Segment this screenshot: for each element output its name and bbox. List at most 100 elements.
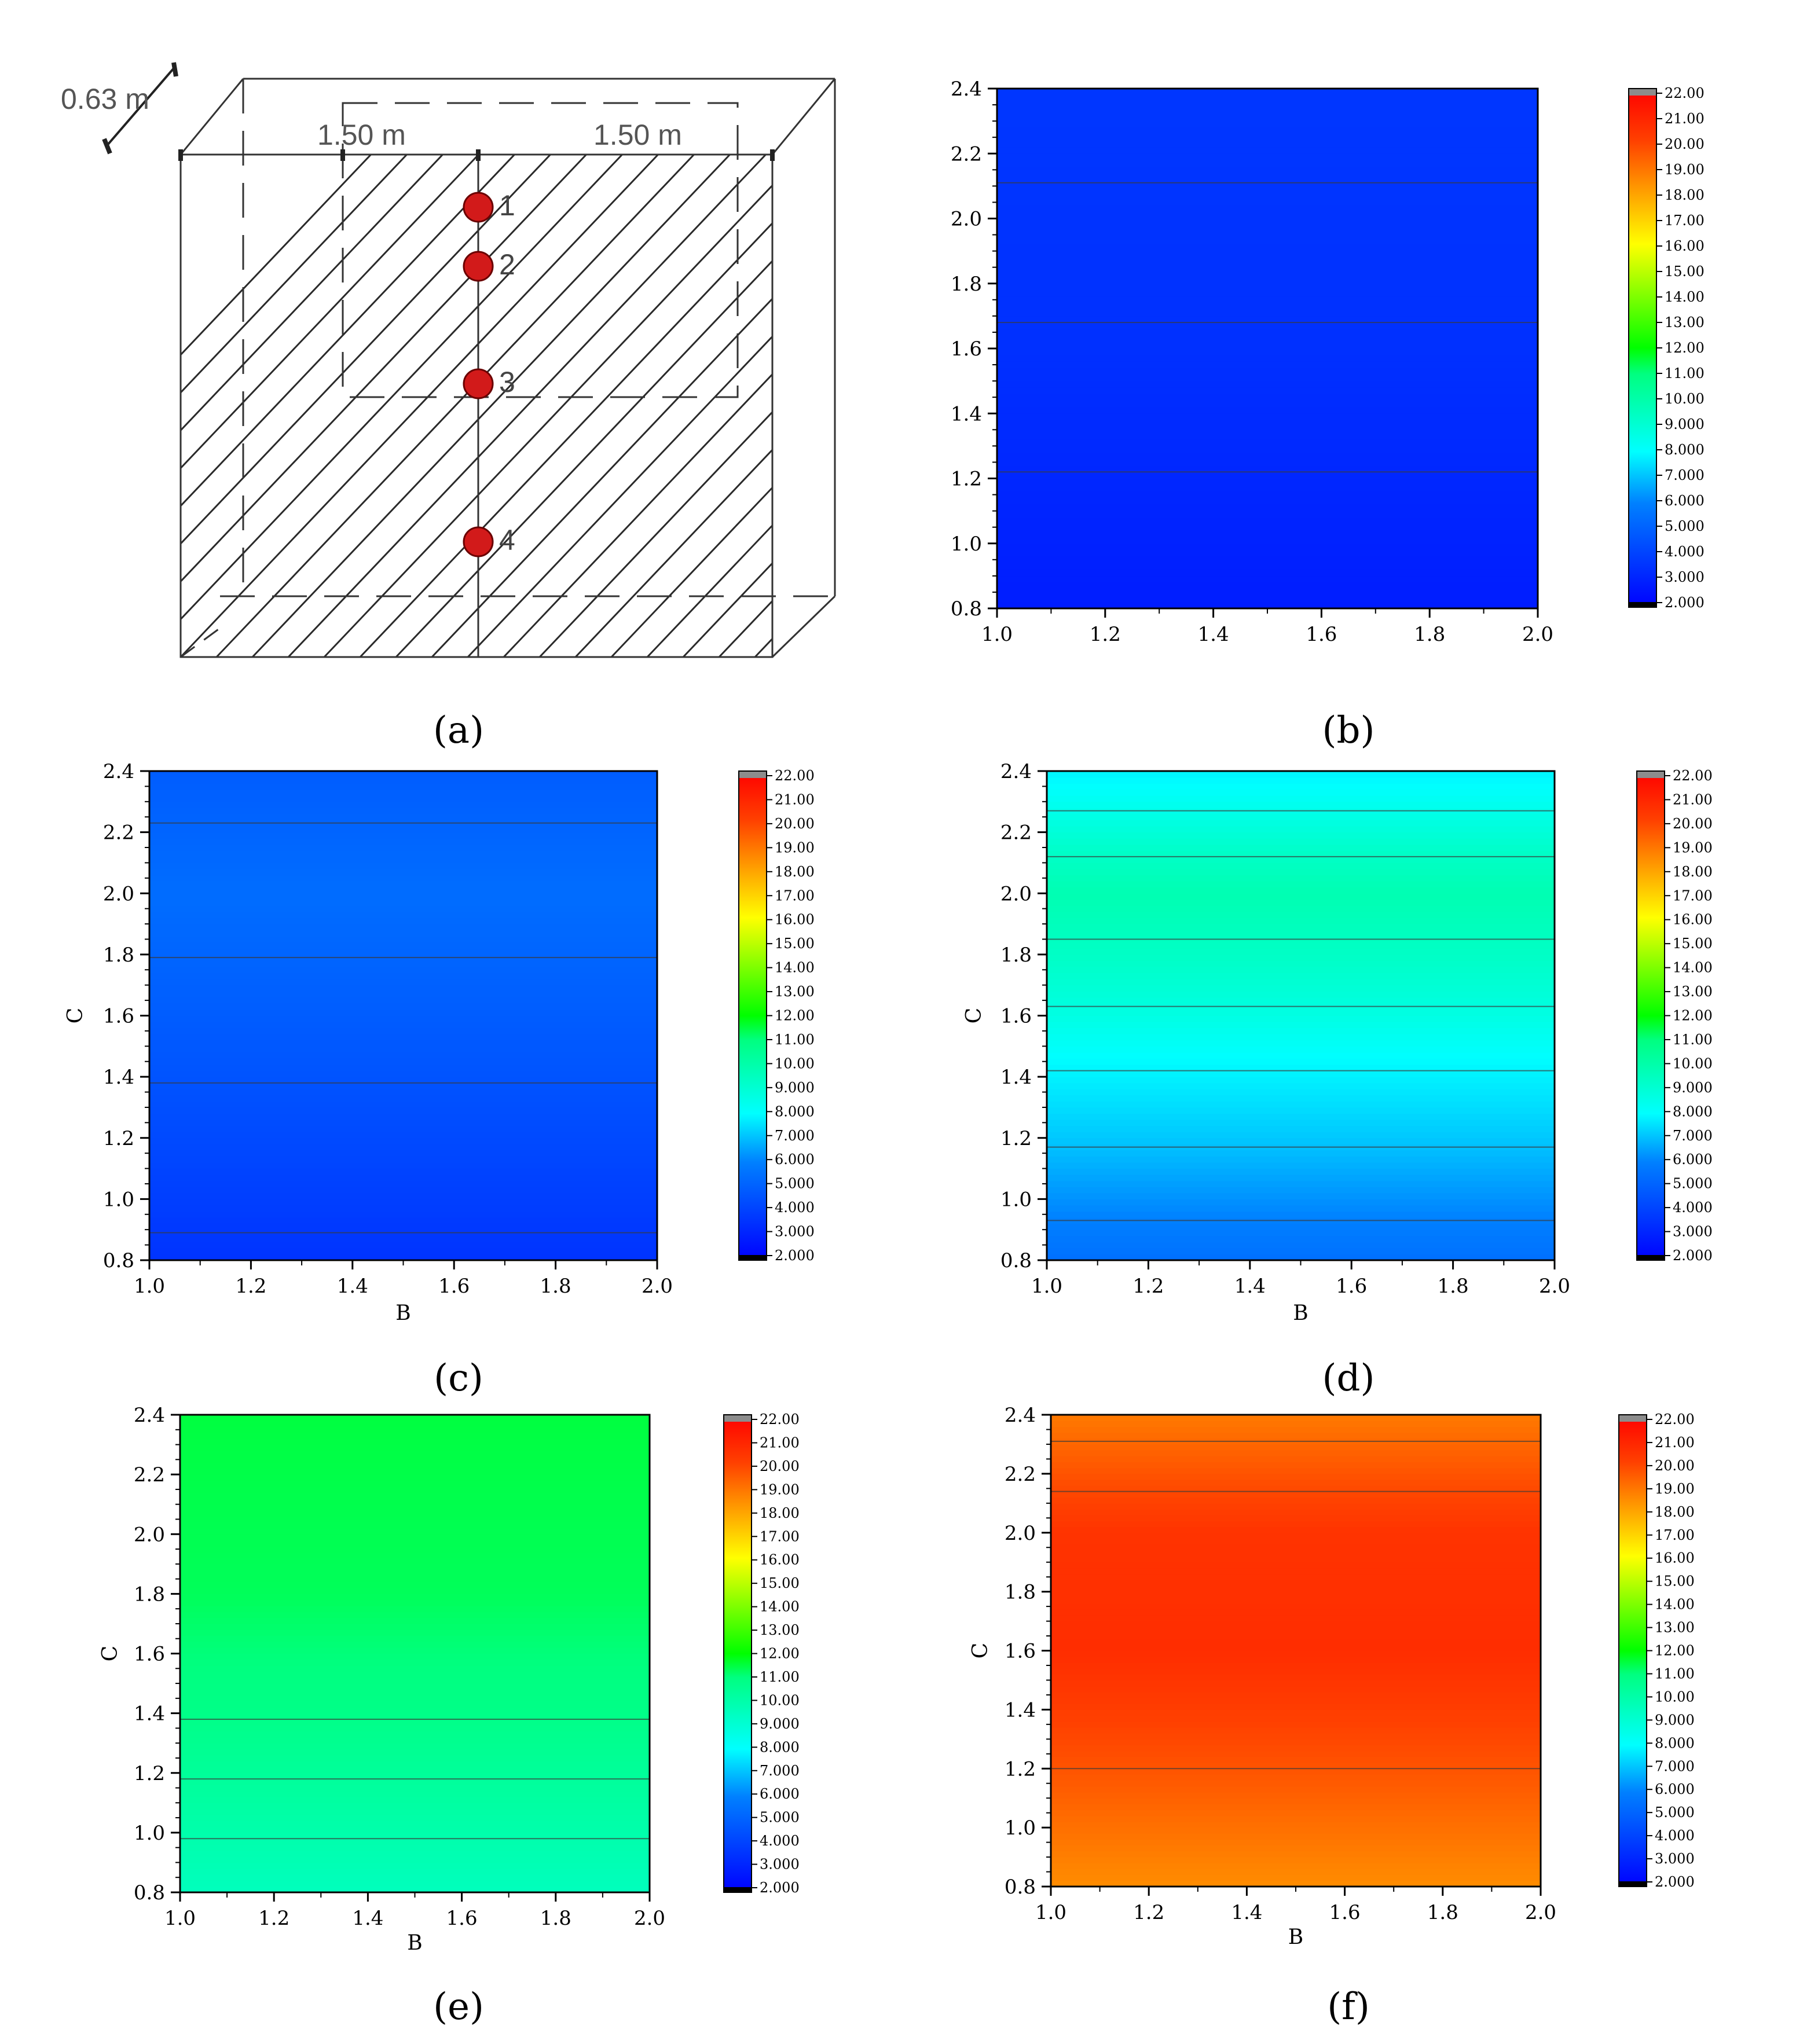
colorbar-tick-label: 12.00 — [1665, 340, 1705, 356]
colorbar-tick-label: 6.000 — [775, 1151, 815, 1168]
heatmap-cell — [180, 1701, 650, 1708]
x-tick-label: 1.6 — [438, 1275, 470, 1298]
x-tick-label: 1.4 — [1234, 1275, 1266, 1298]
heatmap-cell — [149, 1107, 657, 1114]
heatmap-cell — [1051, 1862, 1541, 1869]
y-tick-label: 2.2 — [134, 1463, 165, 1487]
heatmap-cell — [149, 880, 657, 888]
heatmap-cell — [149, 844, 657, 851]
heatmap-cell — [180, 1773, 650, 1779]
heatmap-cell — [1051, 1839, 1541, 1846]
heatmap-cell — [149, 1247, 657, 1254]
heatmap-cell — [997, 309, 1538, 317]
y-tick-label: 2.4 — [134, 1404, 165, 1427]
heatmap-cell — [1051, 1526, 1541, 1533]
heatmap-cell — [1051, 1597, 1541, 1604]
hatch-line — [538, 410, 772, 657]
heatmap-cell — [997, 465, 1538, 472]
heatmap-cell — [1051, 1491, 1541, 1498]
heatmap-cell — [149, 942, 657, 949]
heatmap-cell — [997, 426, 1538, 434]
heatmap-cell — [180, 1528, 650, 1535]
x-tick-label: 1.6 — [1329, 1901, 1361, 1924]
colorbar-tick-label: 7.000 — [1655, 1758, 1695, 1774]
colorbar-tick-label: 17.00 — [1655, 1527, 1695, 1543]
x-tick-label: 1.8 — [540, 1275, 571, 1298]
heatmap-cell — [1051, 1721, 1541, 1728]
heatmap-cell — [180, 1880, 650, 1887]
heatmap-cell — [1051, 1662, 1541, 1669]
heatmap-cell — [1047, 990, 1555, 998]
colorbar-tick-label: 15.00 — [775, 935, 815, 952]
heatmap-cell — [1051, 1503, 1541, 1510]
heatmap-cell — [1051, 1568, 1541, 1575]
heatmap-cell — [1047, 1064, 1555, 1071]
heatmap-cell — [149, 960, 657, 967]
colorbar-tick-label: 8.000 — [1665, 442, 1705, 458]
heatmap-cell — [180, 1653, 650, 1660]
heatmap-cell — [1047, 770, 1555, 778]
colorbar-tick-label: 5.000 — [1673, 1176, 1713, 1192]
heatmap-cell — [1051, 1874, 1541, 1881]
colorbar-over-cap — [739, 771, 767, 778]
colorbar-tick-label: 6.000 — [1673, 1151, 1713, 1168]
colorbar-under-cap — [724, 1887, 752, 1892]
heatmap-cell — [1051, 1532, 1541, 1539]
y-tick-label: 1.4 — [1005, 1698, 1036, 1722]
heatmap-cell — [1051, 1449, 1541, 1456]
heatmap-cell — [180, 1707, 650, 1714]
heatmap-cell — [997, 491, 1538, 498]
heatmap-cell — [997, 354, 1538, 362]
heatmap-cell — [180, 1850, 650, 1857]
heatmap-cell — [1047, 1162, 1555, 1169]
heatmap-cell — [149, 1015, 657, 1022]
point-4-label: 4 — [499, 524, 515, 556]
heatmap-cell — [180, 1456, 650, 1463]
heatmap-cell — [149, 1045, 657, 1053]
heatmap-cell — [1047, 1192, 1555, 1199]
hatch-line — [181, 155, 552, 545]
colorbar-tick-label: 12.00 — [775, 1008, 815, 1024]
colorbar-tick-label: 22.00 — [1665, 85, 1705, 101]
heatmap-cell — [180, 1498, 650, 1505]
heatmap-cell — [1051, 1479, 1541, 1486]
point-2-label: 2 — [499, 248, 515, 281]
heatmap-cell — [1051, 1856, 1541, 1863]
heatmap-cell — [1047, 930, 1555, 937]
heatmap-cell — [1051, 1703, 1541, 1710]
colorbar-tick-label: 19.00 — [1673, 839, 1713, 856]
heatmap-cell — [1051, 1426, 1541, 1433]
y-tick-label: 1.8 — [103, 944, 134, 967]
heatmap-cell — [1047, 1155, 1555, 1163]
heatmap-cell — [997, 543, 1538, 551]
heatmap-cell — [180, 1605, 650, 1612]
colorbar-over-cap — [1629, 89, 1656, 96]
colorbar-tick-label: 21.00 — [1655, 1434, 1695, 1451]
heatmap-cell — [1051, 1733, 1541, 1740]
heatmap-cell — [1047, 1052, 1555, 1059]
heatmap-cell — [1051, 1679, 1541, 1687]
heatmap-cell — [997, 601, 1538, 609]
heatmap-cell — [997, 537, 1538, 544]
heatmap-cell — [149, 1192, 657, 1199]
heatmap-cell — [1047, 1168, 1555, 1175]
heatmap-cell — [149, 893, 657, 900]
hatch-line — [395, 259, 772, 657]
y-tick-label: 2.0 — [103, 882, 134, 905]
heatmap-cell — [1047, 1229, 1555, 1236]
heatmap-cell — [997, 127, 1538, 135]
colorbar-tick-label: 4.000 — [1655, 1828, 1695, 1844]
heatmap-cell — [1051, 1562, 1541, 1569]
colorbar-tick-label: 10.00 — [775, 1055, 815, 1071]
heatmap-cell — [997, 562, 1538, 570]
y-tick-label: 2.2 — [1000, 821, 1032, 845]
x-tick-label: 1.8 — [1438, 1275, 1469, 1298]
y-tick-label: 1.6 — [1000, 1005, 1032, 1028]
colorbar-over-cap — [1637, 771, 1665, 778]
colorbar-tick-label: 21.00 — [1665, 111, 1705, 127]
heatmap-cell — [1047, 1045, 1555, 1053]
heatmap-cell — [180, 1611, 650, 1619]
x-tick-label: 1.0 — [134, 1275, 165, 1298]
colorbar-tick-label: 22.00 — [1655, 1411, 1695, 1428]
